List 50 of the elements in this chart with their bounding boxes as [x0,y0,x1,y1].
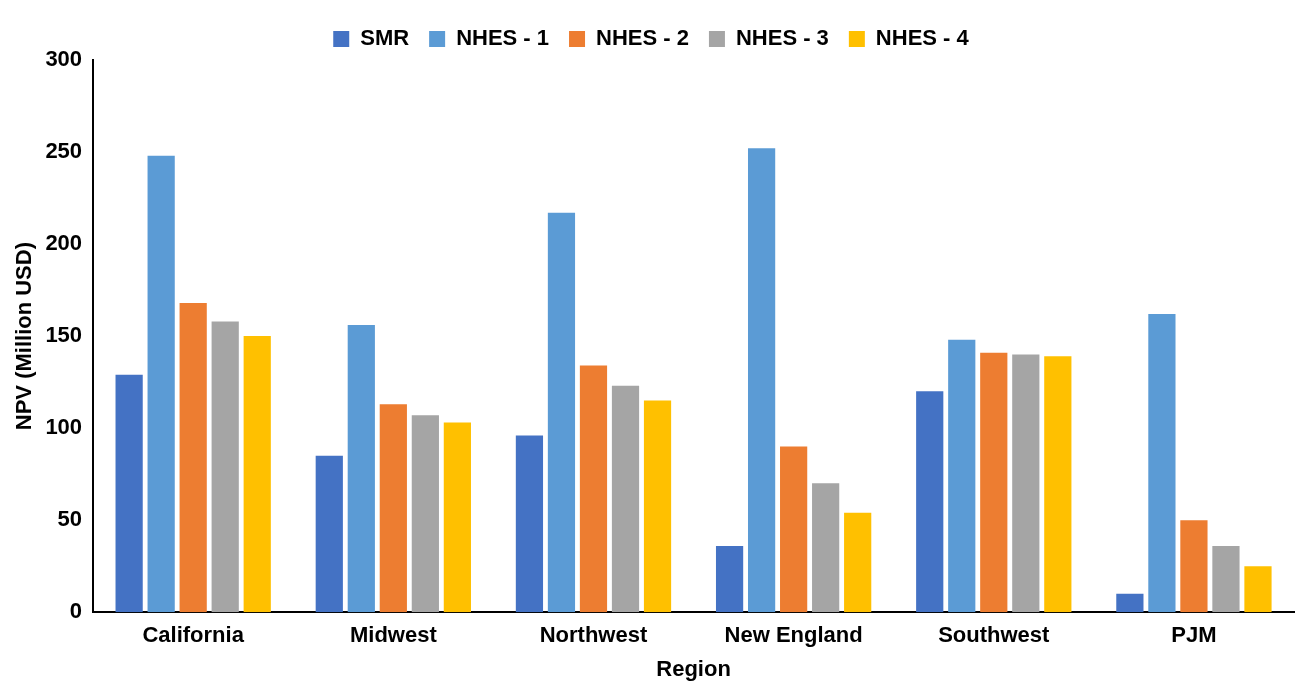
y-tick-label: 50 [57,506,83,532]
bar [179,302,207,613]
x-tick-label: Southwest [938,622,1051,648]
bar [443,422,471,613]
bar [243,336,271,613]
y-tick-label: 0 [69,598,83,624]
bar [547,212,576,613]
bar [780,446,808,613]
bar [1244,566,1272,613]
bar [1148,314,1176,613]
bar [948,339,976,613]
bar [715,545,744,613]
y-tick-label: 200 [45,230,83,256]
bar [980,352,1008,613]
y-tick-label: 250 [45,138,83,164]
y-axis-title: NPV (Million USD) [11,241,37,431]
bar [1044,356,1072,613]
bar [747,148,776,613]
x-tick-label: Midwest [349,622,438,648]
x-tick-label: PJM [1171,622,1217,648]
bar [1212,545,1240,613]
x-axis-title: Region [656,655,731,681]
x-tick-label: California [142,622,245,648]
y-tick-label: 150 [45,322,83,348]
bar [1116,593,1144,613]
bar [1180,520,1208,613]
bar [347,325,375,613]
bar [611,385,640,613]
bar [379,404,407,613]
bar [411,415,439,613]
y-tick-label: 300 [45,46,83,72]
bar [844,512,872,613]
bar [579,365,608,613]
bar [115,374,143,613]
legend-label: NHES - 4 [875,25,970,51]
bar [643,400,672,613]
x-tick-label: Northwest [539,622,648,648]
bar [211,321,239,613]
legend-label: NHES - 3 [735,25,829,51]
legend-label: NHES - 1 [456,25,550,51]
bar [916,391,944,613]
bar [1012,354,1040,613]
bar [812,483,840,613]
bar [315,455,343,613]
legend-label: NHES - 2 [596,25,689,51]
y-tick-label: 100 [45,414,83,440]
x-tick-label: New England [724,622,863,648]
bar [515,435,544,613]
bar [147,155,175,613]
legend-label: SMR [360,25,410,51]
